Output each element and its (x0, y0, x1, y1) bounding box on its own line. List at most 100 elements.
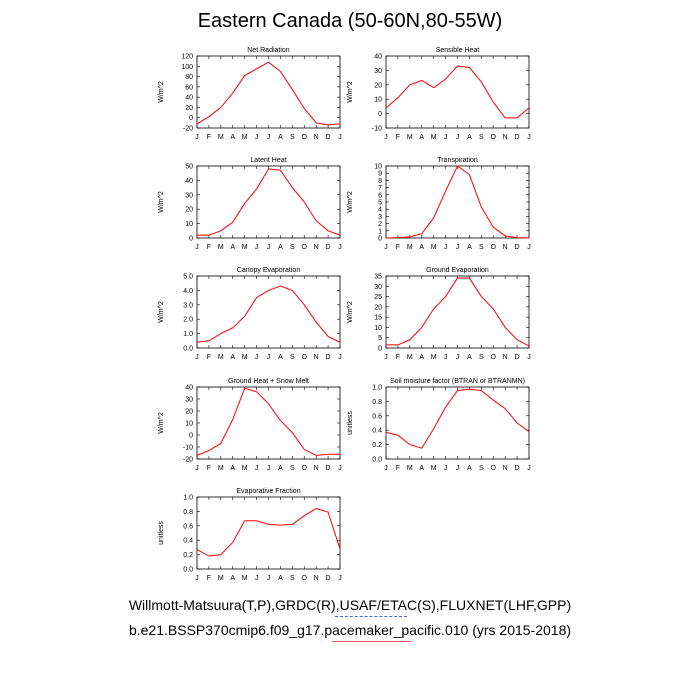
y-tick-label: 0.2 (372, 442, 382, 449)
plot-area: Canopy Evaporation W/m^2 5.0 4.0 3.0 2.0 1.0 0.… (158, 267, 342, 361)
x-tick-label: J (527, 134, 531, 141)
y-tick-label: 35 (374, 274, 382, 281)
x-tick-label: J (267, 134, 271, 141)
plot-frame (196, 496, 341, 570)
x-tick-label: J (267, 244, 271, 251)
x-tick-label: J (384, 244, 388, 251)
x-tick-label: A (467, 465, 472, 472)
y-tick-label: 8 (378, 178, 382, 185)
x-tick-label: J (456, 244, 460, 251)
y-tick-label: 4 (378, 207, 382, 214)
x-tick-label: J (527, 465, 531, 472)
y-tick-label: 5.0 (183, 274, 193, 281)
y-tick-label: 30 (374, 284, 382, 291)
plot-area: Soil moisture factor (BTRAN or BTRANMN) u… (347, 378, 531, 472)
x-tick-label: S (290, 465, 295, 472)
x-tick-label: J (527, 244, 531, 251)
x-tick-label: M (242, 244, 248, 251)
x-tick-label: J (267, 354, 271, 361)
y-tick-label: 7 (378, 185, 382, 192)
y-tick-label: 0.0 (183, 346, 193, 353)
chart-title: Ground Evaporation (426, 267, 489, 274)
x-tick-label: O (302, 134, 308, 141)
chart-panel: Net Radiation W/m^2 120 100 80 60 40 20 0 -20 J F M A… (147, 40, 350, 146)
chart-title: Sensible Heat (436, 47, 480, 54)
x-tick-label: A (230, 575, 235, 582)
x-tick-label: J (255, 244, 259, 251)
plot-frame (196, 55, 341, 129)
series-line (196, 61, 341, 126)
y-tick-label: 0 (378, 236, 382, 243)
y-tick-label: 10 (185, 221, 193, 228)
y-tick-label: 40 (374, 54, 382, 61)
y-tick-label: 40 (185, 178, 193, 185)
x-tick-label: D (326, 465, 331, 472)
x-tick-label: J (338, 354, 342, 361)
x-tick-label: N (314, 465, 319, 472)
x-tick-label: D (326, 244, 331, 251)
x-tick-label: A (230, 244, 235, 251)
series-line (385, 388, 530, 449)
x-tick-label: S (479, 354, 484, 361)
x-tick-label: S (479, 244, 484, 251)
x-tick-label: D (326, 134, 331, 141)
x-tick-label: N (503, 465, 508, 472)
y-tick-label: 20 (374, 82, 382, 89)
x-tick-label: J (444, 134, 448, 141)
y-tick-label: 10 (374, 325, 382, 332)
x-tick-label: M (242, 354, 248, 361)
x-tick-label: M (431, 244, 437, 251)
x-tick-label: J (195, 575, 199, 582)
x-tick-label: O (302, 465, 308, 472)
x-tick-label: F (207, 465, 211, 472)
chart-title: Latent Heat (250, 157, 286, 164)
y-tick-label: 0.6 (183, 523, 193, 530)
chart-panel: Sensible Heat W/m^2 40 30 20 10 0 -10 J F M A M J J A S O… (336, 40, 539, 146)
chart-title: Net Radiation (247, 47, 290, 54)
y-tick-label: -10 (372, 126, 382, 133)
series-line (196, 387, 340, 456)
chart-panel: Soil moisture factor (BTRAN or BTRANMN) u… (336, 371, 539, 477)
x-tick-label: N (314, 575, 319, 582)
y-tick-label: 0 (189, 115, 193, 122)
x-tick-label: F (207, 354, 211, 361)
y-axis-label: unitless (158, 521, 165, 545)
chart-panel: Ground Evaporation W/m^2 35 30 25 20 15 10 5 0 J F M… (336, 260, 539, 366)
x-tick-label: A (278, 575, 283, 582)
x-tick-label: M (218, 244, 224, 251)
y-tick-label: -20 (183, 126, 193, 133)
y-tick-label: 15 (374, 315, 382, 322)
x-tick-label: A (419, 465, 424, 472)
y-tick-label: 3.0 (183, 302, 193, 309)
y-tick-label: 80 (185, 74, 193, 81)
x-tick-label: J (444, 354, 448, 361)
y-tick-label: 10 (374, 97, 382, 104)
x-tick-label: M (407, 354, 413, 361)
x-tick-label: A (467, 244, 472, 251)
y-axis-label: W/m^2 (347, 81, 354, 103)
chart-panel: Latent Heat W/m^2 50 40 30 20 10 0 J F M A M J J A S O N D J (147, 150, 350, 256)
plot-frame (385, 165, 530, 239)
x-tick-label: D (326, 354, 331, 361)
figure-title: Eastern Canada (50-60N,80-55W) (197, 10, 503, 32)
y-axis-label: W/m^2 (158, 191, 165, 213)
series-line (385, 65, 530, 119)
x-tick-label: A (230, 134, 235, 141)
x-tick-label: N (314, 134, 319, 141)
x-tick-label: J (456, 465, 460, 472)
x-tick-label: S (479, 134, 484, 141)
chart-panel: Transpiration W/m^2 10 9 8 7 6 5 4 3 2 1 0 J F M A M J J A S O… (336, 150, 539, 256)
y-axis-label: W/m^2 (158, 301, 165, 323)
chart-title: Ground Heat + Snow Melt (228, 378, 309, 385)
x-tick-label: F (396, 354, 400, 361)
x-tick-label: F (207, 244, 211, 251)
x-tick-label: A (278, 244, 283, 251)
x-tick-label: D (515, 134, 520, 141)
x-tick-label: M (218, 575, 224, 582)
x-tick-label: J (195, 134, 199, 141)
x-tick-label: J (456, 134, 460, 141)
